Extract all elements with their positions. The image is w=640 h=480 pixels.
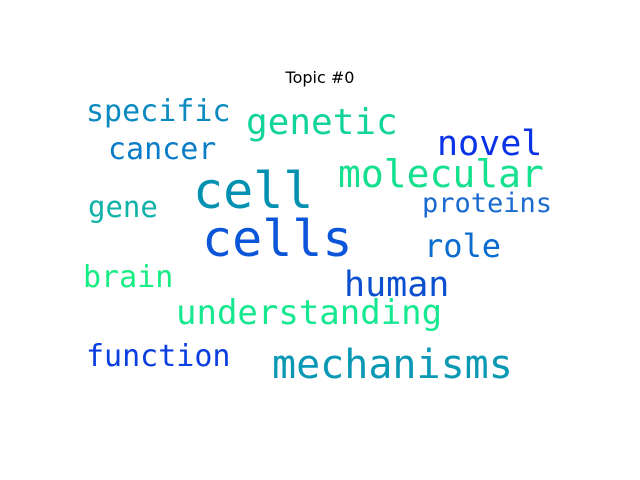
- word-brain: brain: [83, 260, 173, 295]
- word-role: role: [424, 227, 501, 265]
- word-understanding: understanding: [176, 293, 442, 333]
- word-specific: specific: [86, 94, 231, 129]
- word-function: function: [86, 339, 231, 374]
- word-human: human: [344, 265, 449, 305]
- word-novel: novel: [437, 124, 542, 164]
- word-proteins: proteins: [422, 188, 552, 219]
- word-mechanisms: mechanisms: [272, 342, 513, 388]
- word-cells: cells: [202, 210, 353, 268]
- word-molecular: molecular: [338, 152, 544, 196]
- word-cell: cell: [193, 162, 313, 220]
- word-cancer: cancer: [108, 132, 216, 167]
- word-genetic: genetic: [246, 102, 398, 143]
- word-gene: gene: [88, 190, 158, 224]
- chart-title: Topic #0: [285, 68, 355, 87]
